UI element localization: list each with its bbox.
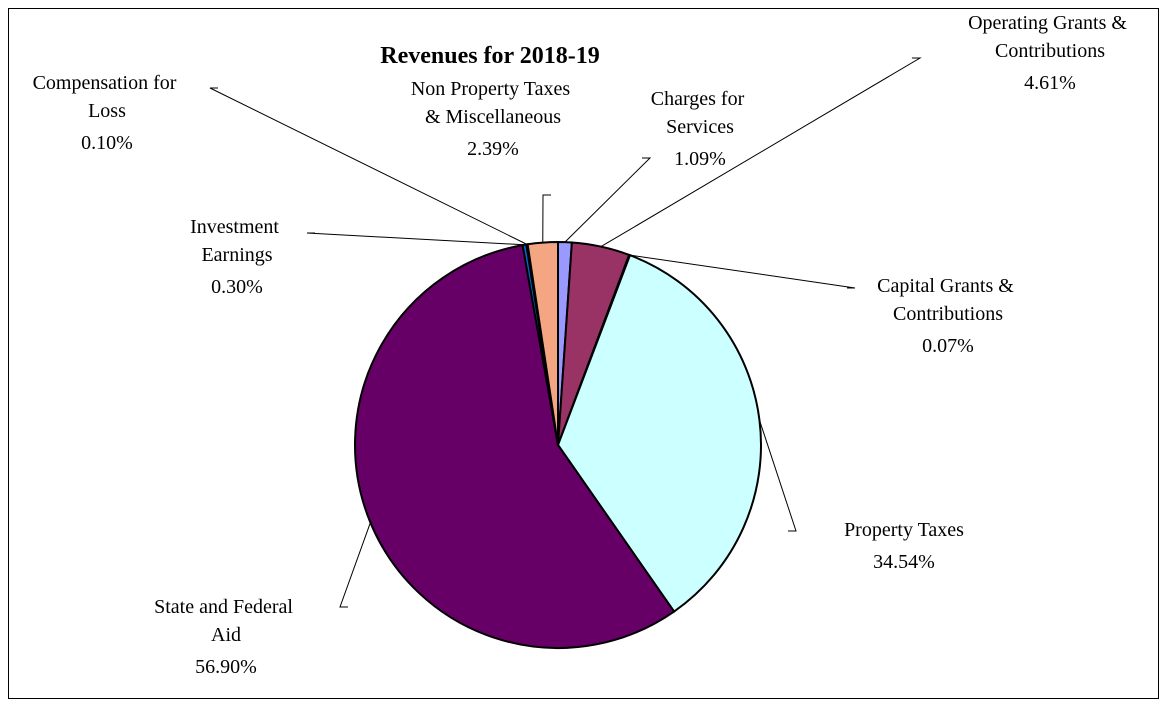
value-label: 2.39% (467, 138, 519, 160)
slice-label: Investment Earnings (190, 216, 284, 266)
label-line: Property Taxes (844, 519, 964, 541)
label-line: Loss (88, 100, 126, 122)
label-line: Investment (190, 216, 284, 238)
slice-label: Capital Grants & Contributions (877, 275, 1019, 325)
slice-label: Charges for Services (651, 88, 750, 138)
pie-slice (354, 243, 676, 649)
pie-slice (526, 240, 559, 446)
leader-line (629, 254, 856, 289)
value-label: 0.30% (211, 276, 263, 298)
value-label: 0.10% (81, 132, 133, 154)
leader-line (758, 419, 797, 532)
leader-line (306, 232, 525, 246)
leader-line (209, 87, 528, 245)
leader-line (600, 57, 922, 248)
label-line: Charges for (651, 88, 750, 110)
label-line: Capital Grants & (877, 275, 1019, 297)
label-line: Compensation for (33, 72, 182, 94)
value-label: 4.61% (1024, 72, 1076, 94)
label-line: Aid (211, 624, 241, 646)
slice-label: State and Federal Aid (154, 596, 298, 646)
value-label: 56.90% (195, 656, 257, 678)
label-line: Earnings (201, 244, 272, 266)
slice-label: Non Property Taxes & Miscellaneous (411, 78, 575, 128)
label-line: Contributions (995, 40, 1105, 62)
label-line: & Miscellaneous (425, 106, 561, 128)
label-line: State and Federal (154, 596, 298, 618)
value-label: 34.54% (873, 551, 935, 573)
slice-label: Property Taxes (844, 519, 964, 541)
label-line: Non Property Taxes (411, 78, 575, 100)
label-line: Operating Grants & (968, 12, 1132, 34)
value-label: 1.09% (674, 148, 726, 170)
label-line: Contributions (893, 303, 1003, 325)
slice-label: Operating Grants & Contributions (968, 12, 1132, 62)
leader-line (564, 157, 652, 243)
leader-line (542, 194, 551, 243)
pie-slice (556, 253, 762, 613)
label-line: Services (666, 116, 734, 138)
chart-title: Revenues for 2018-19 (380, 43, 600, 69)
slice-label: Compensation for Loss (33, 72, 182, 122)
value-label: 0.07% (922, 335, 974, 357)
leader-line (339, 522, 371, 608)
